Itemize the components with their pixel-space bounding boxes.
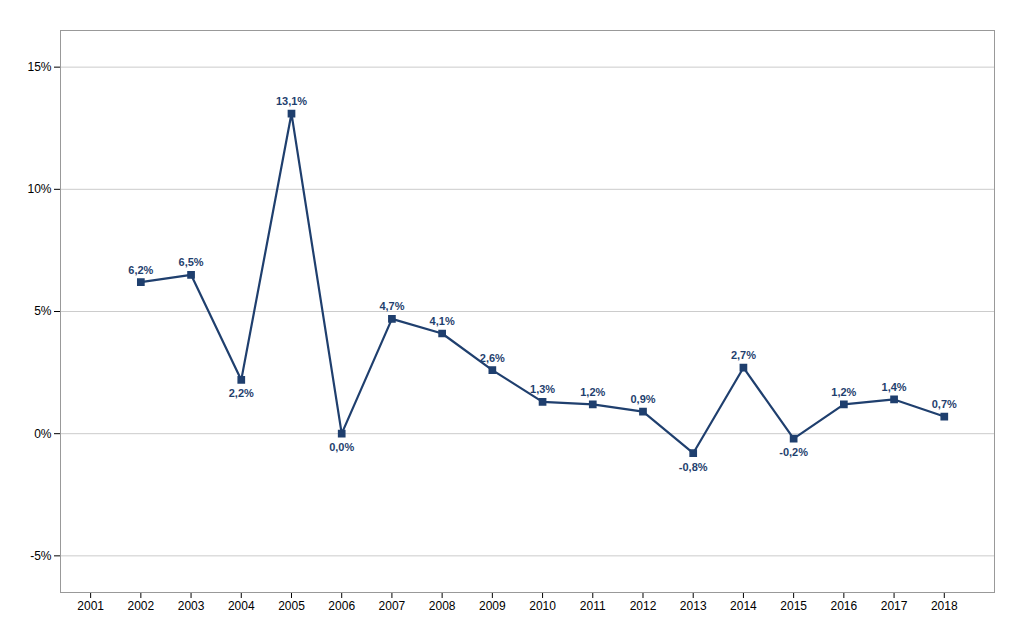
svg-text:1,4%: 1,4% <box>882 381 907 393</box>
svg-text:10%: 10% <box>27 182 51 196</box>
svg-text:2016: 2016 <box>831 599 858 613</box>
svg-text:2010: 2010 <box>529 599 556 613</box>
svg-text:-0,2%: -0,2% <box>779 446 808 458</box>
svg-text:1,3%: 1,3% <box>530 383 555 395</box>
svg-text:2008: 2008 <box>429 599 456 613</box>
svg-text:0,9%: 0,9% <box>630 393 655 405</box>
svg-text:2002: 2002 <box>127 599 154 613</box>
svg-text:6,5%: 6,5% <box>179 256 204 268</box>
svg-text:-0,8%: -0,8% <box>679 461 708 473</box>
svg-text:2014: 2014 <box>730 599 757 613</box>
svg-text:2011: 2011 <box>580 599 606 613</box>
svg-text:2017: 2017 <box>881 599 908 613</box>
svg-text:0%: 0% <box>34 427 52 441</box>
svg-text:2015: 2015 <box>780 599 807 613</box>
svg-text:1,2%: 1,2% <box>580 386 605 398</box>
svg-text:1,2%: 1,2% <box>831 386 856 398</box>
svg-text:4,7%: 4,7% <box>379 300 404 312</box>
svg-text:2005: 2005 <box>278 599 305 613</box>
svg-text:2009: 2009 <box>479 599 506 613</box>
svg-text:2018: 2018 <box>931 599 958 613</box>
svg-text:2001: 2001 <box>77 599 104 613</box>
svg-text:0,7%: 0,7% <box>932 398 957 410</box>
svg-text:2013: 2013 <box>680 599 707 613</box>
svg-text:4,1%: 4,1% <box>430 315 455 327</box>
svg-text:2007: 2007 <box>379 599 406 613</box>
svg-text:2,6%: 2,6% <box>480 352 505 364</box>
svg-text:0,0%: 0,0% <box>329 441 354 453</box>
svg-text:2006: 2006 <box>328 599 355 613</box>
svg-text:2,7%: 2,7% <box>731 349 756 361</box>
svg-text:6,2%: 6,2% <box>128 264 153 276</box>
svg-text:15%: 15% <box>27 60 51 74</box>
svg-text:-5%: -5% <box>30 549 52 563</box>
svg-text:5%: 5% <box>34 304 52 318</box>
svg-text:2,2%: 2,2% <box>229 387 254 399</box>
svg-text:2004: 2004 <box>228 599 255 613</box>
svg-text:2012: 2012 <box>630 599 657 613</box>
svg-text:13,1%: 13,1% <box>276 95 307 107</box>
svg-text:2003: 2003 <box>178 599 205 613</box>
